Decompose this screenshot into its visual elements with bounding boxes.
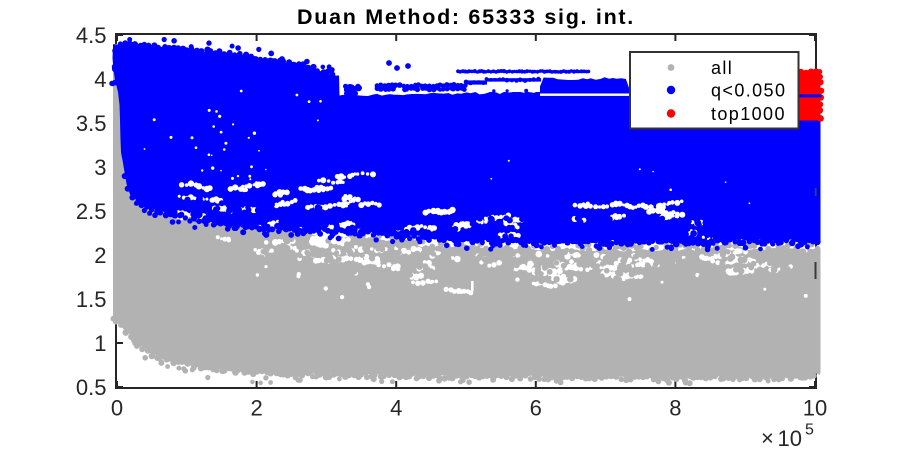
svg-text:3.5: 3.5	[76, 111, 107, 136]
svg-text:all: all	[711, 58, 733, 78]
svg-text:3: 3	[94, 155, 106, 180]
svg-text:10: 10	[778, 426, 802, 450]
svg-text:4: 4	[390, 396, 402, 421]
svg-text:0.5: 0.5	[76, 375, 107, 400]
svg-text:10: 10	[803, 396, 827, 421]
svg-text:1.5: 1.5	[76, 287, 107, 312]
svg-text:×: ×	[761, 426, 774, 450]
svg-text:q<0.050: q<0.050	[711, 81, 786, 101]
svg-text:8: 8	[669, 396, 681, 421]
svg-text:4.5: 4.5	[76, 23, 107, 48]
svg-text:Duan Method: 65333 sig. int.: Duan Method: 65333 sig. int.	[297, 5, 635, 29]
svg-text:4: 4	[94, 67, 106, 92]
svg-text:5: 5	[805, 422, 814, 439]
svg-text:2: 2	[250, 396, 262, 421]
svg-text:top1000: top1000	[711, 104, 786, 124]
svg-text:2.5: 2.5	[76, 199, 107, 224]
svg-text:2: 2	[94, 243, 106, 268]
svg-text:6: 6	[530, 396, 542, 421]
svg-text:0: 0	[111, 396, 123, 421]
svg-text:1: 1	[94, 331, 106, 356]
